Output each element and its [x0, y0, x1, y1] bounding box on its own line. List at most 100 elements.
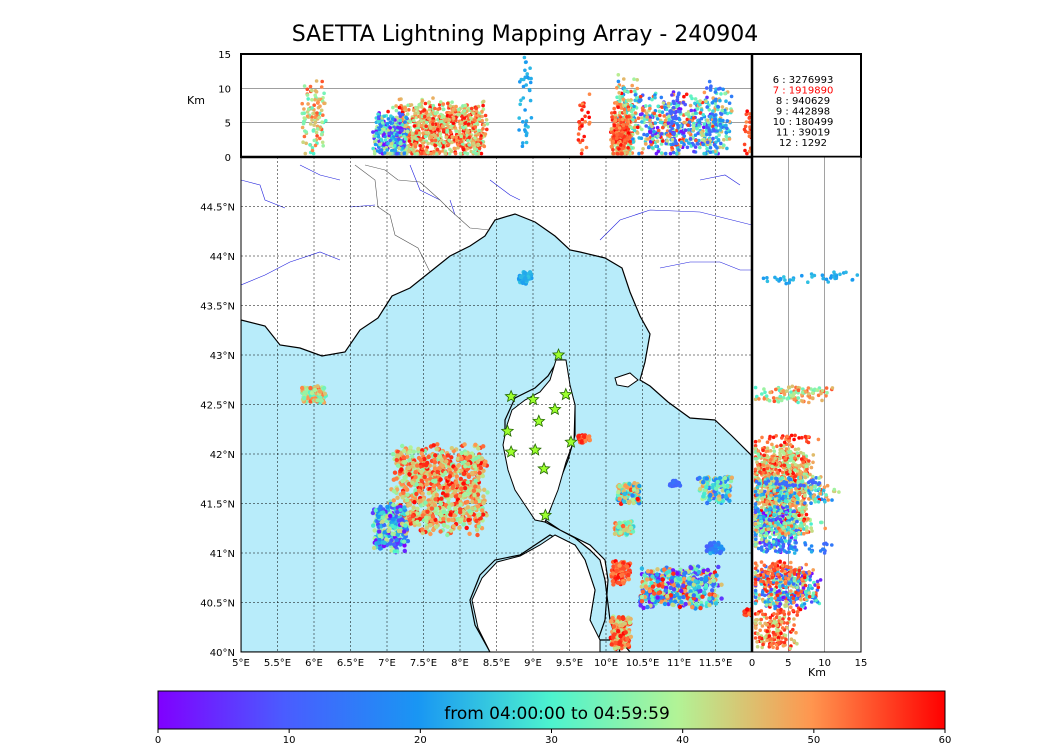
lightning-point — [628, 525, 634, 530]
lightning-point — [395, 532, 400, 537]
lightning-point — [320, 140, 325, 145]
lightning-point — [632, 104, 636, 109]
lightning-point — [613, 110, 617, 115]
lightning-point — [456, 463, 461, 468]
lightning-point — [302, 84, 307, 88]
lightning-point — [665, 594, 670, 599]
lightning-point — [647, 145, 651, 149]
lightning-point — [748, 112, 752, 116]
lightning-point — [587, 122, 591, 126]
lightning-point — [703, 577, 709, 582]
lightning-point — [699, 108, 704, 112]
lightning-point — [675, 151, 679, 156]
lightning-point — [753, 385, 758, 390]
lightning-point — [583, 114, 587, 119]
lightning-point — [461, 471, 466, 476]
lightning-point — [443, 470, 448, 475]
lightning-point — [639, 566, 645, 571]
lightning-point — [458, 502, 463, 507]
lightning-point — [439, 450, 444, 455]
lightning-point — [705, 567, 710, 573]
lightning-point — [441, 509, 446, 515]
lightning-point — [771, 396, 776, 400]
lightning-point — [626, 98, 630, 103]
lightning-point — [746, 130, 751, 135]
lightning-point — [379, 124, 383, 128]
lightning-point — [796, 388, 801, 393]
lightning-point — [617, 563, 622, 568]
lightning-point — [313, 143, 318, 148]
lightning-point — [460, 460, 465, 465]
lightning-point — [429, 151, 433, 156]
lightning-point — [650, 146, 655, 150]
lightning-point — [608, 619, 614, 624]
lightning-point — [391, 502, 396, 508]
lightning-point — [396, 125, 400, 130]
lightning-point — [379, 510, 384, 516]
lightning-point — [435, 442, 440, 447]
lightning-point — [316, 100, 320, 104]
lightning-point — [462, 109, 467, 113]
lightning-point — [618, 633, 623, 639]
lightning-point — [302, 390, 307, 395]
lightning-point — [431, 119, 435, 123]
stats-row: 7 : 1919890 — [773, 86, 834, 97]
lightning-point — [439, 496, 444, 501]
lightning-point — [649, 142, 653, 147]
lightning-point — [576, 138, 581, 142]
lightning-point — [721, 143, 726, 147]
top-ytick-label: 15 — [218, 50, 231, 61]
lightning-point — [690, 605, 695, 610]
lightning-point — [520, 144, 525, 148]
lightning-point — [693, 579, 698, 584]
lightning-point — [310, 148, 315, 153]
lightning-point — [398, 507, 403, 513]
lightning-point — [683, 589, 688, 594]
lightning-point — [674, 592, 680, 597]
lightning-point — [670, 568, 676, 573]
lightning-point — [610, 615, 615, 621]
lightning-point — [644, 142, 648, 146]
lightning-point — [401, 455, 406, 460]
top-clusters — [300, 55, 752, 156]
lightning-point — [521, 141, 525, 145]
lightning-point — [716, 138, 721, 143]
lon-tick-label: 10°E — [594, 658, 618, 669]
lightning-point — [725, 146, 729, 151]
lightning-point — [482, 123, 487, 127]
lightning-point — [413, 111, 418, 115]
lightning-point — [480, 473, 485, 479]
lightning-point — [692, 143, 696, 147]
station-star — [504, 444, 518, 458]
lightning-point — [615, 136, 619, 140]
lightning-point — [631, 500, 636, 506]
lightning-point — [577, 127, 582, 131]
lightning-point — [677, 148, 681, 152]
lat-tick-label: 41.5°N — [200, 500, 235, 511]
lightning-point — [713, 117, 717, 122]
lightning-point — [317, 115, 322, 120]
lightning-point — [716, 564, 721, 570]
lightning-point — [719, 141, 723, 146]
lightning-point — [480, 512, 486, 517]
lightning-point — [661, 125, 665, 130]
lightning-point — [617, 520, 622, 526]
lightning-point — [388, 120, 393, 124]
lightning-point — [394, 108, 399, 113]
lightning-point — [482, 462, 487, 468]
lightning-point — [691, 112, 695, 116]
lightning-point — [466, 138, 470, 143]
lat-tick-label: 40.5°N — [200, 599, 235, 610]
lightning-point — [729, 475, 734, 480]
lightning-point — [465, 480, 471, 485]
lon-tick-label: 11°E — [667, 658, 691, 669]
lightning-point — [318, 111, 322, 116]
lightning-point — [576, 132, 581, 136]
lightning-point — [623, 141, 628, 145]
lightning-point — [418, 498, 423, 503]
lightning-point — [453, 489, 458, 494]
lightning-point — [461, 493, 466, 498]
lightning-point — [656, 149, 661, 154]
lat-tick-label: 42.5°N — [200, 401, 235, 412]
lightning-point — [421, 131, 426, 135]
